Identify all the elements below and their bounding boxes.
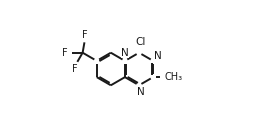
Text: CH₃: CH₃ <box>164 72 183 82</box>
Text: N: N <box>137 87 145 97</box>
Text: F: F <box>61 48 67 58</box>
Text: F: F <box>72 64 77 74</box>
Text: N: N <box>154 51 162 61</box>
Text: Cl: Cl <box>135 37 146 47</box>
Text: F: F <box>82 30 88 40</box>
Text: N: N <box>121 48 129 58</box>
